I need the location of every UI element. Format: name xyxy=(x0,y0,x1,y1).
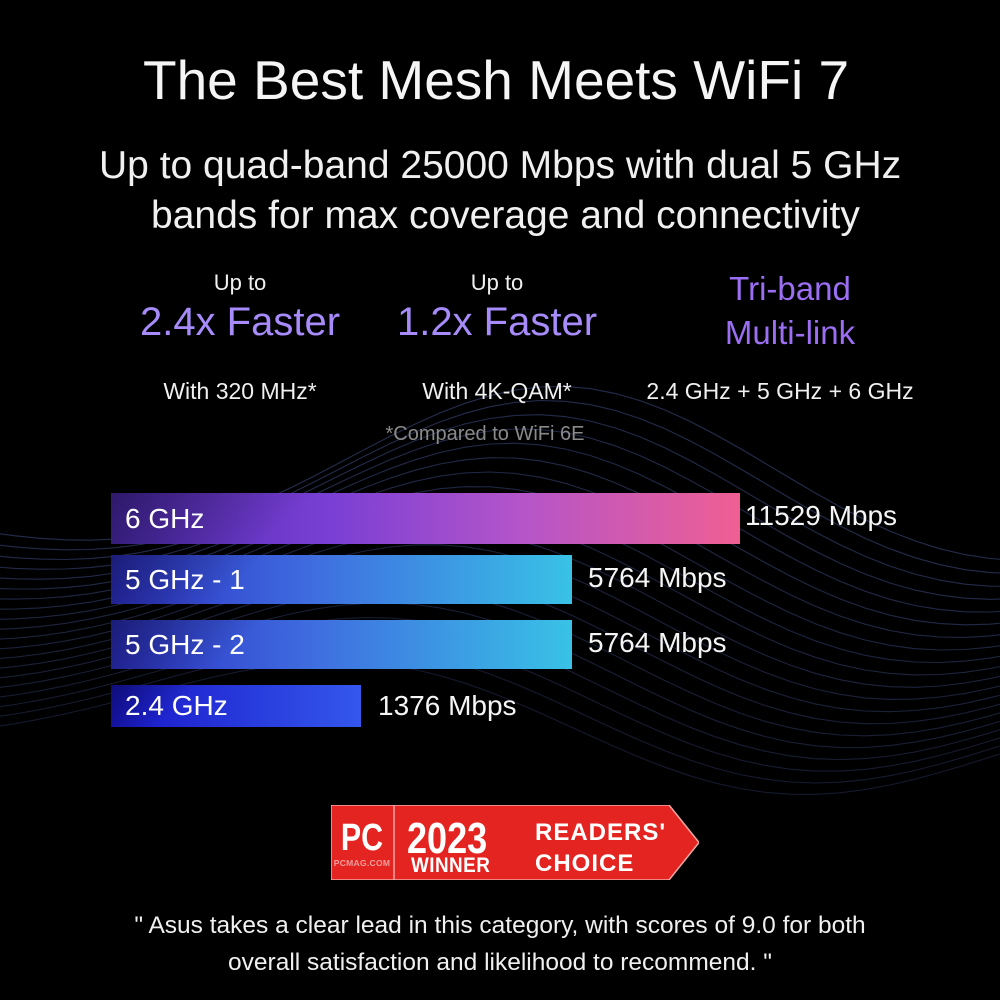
svg-text:PC: PC xyxy=(341,817,383,859)
svg-text:READERS': READERS' xyxy=(535,819,666,846)
svg-text:WINNER: WINNER xyxy=(411,854,490,877)
svg-text:PCMAG.COM: PCMAG.COM xyxy=(334,858,391,868)
svg-text:CHOICE: CHOICE xyxy=(535,850,634,877)
